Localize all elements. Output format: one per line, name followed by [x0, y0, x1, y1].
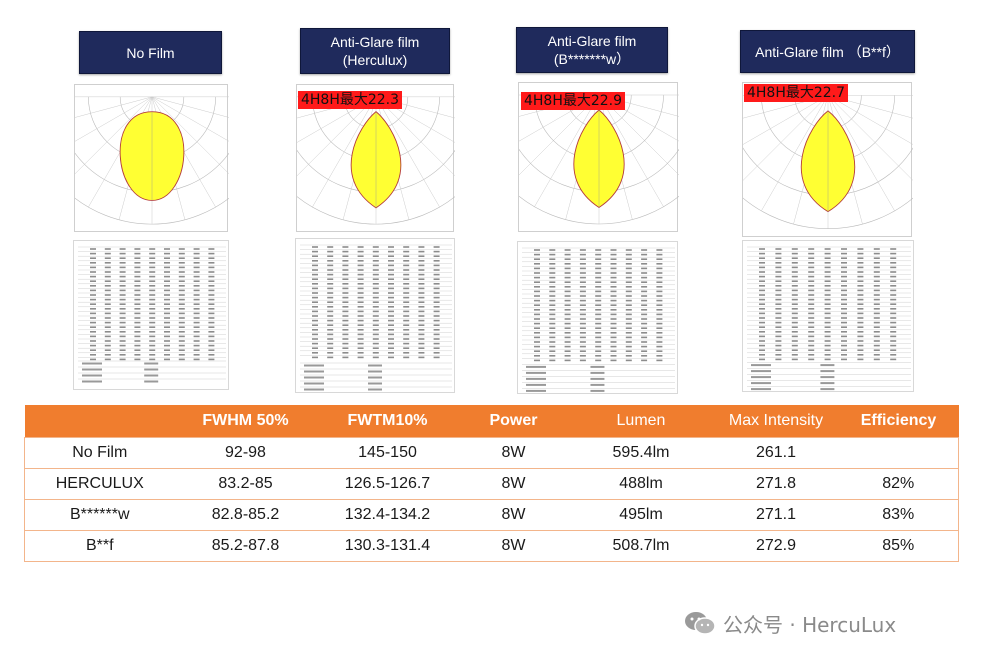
polar-diagram-no-film	[74, 84, 229, 232]
cell-lumen: 595.4lm	[568, 436, 714, 469]
column-title-herculux: Anti-Glare film (Herculux)	[300, 28, 450, 74]
cell-power: 8W	[458, 436, 569, 469]
cell-fwhm: 82.8-85.2	[174, 498, 317, 531]
cell-efficiency: 83%	[838, 498, 959, 531]
cell-fwtm: 132.4-134.2	[316, 498, 459, 531]
cell-power: 8W	[458, 498, 569, 531]
cell-lumen: 495lm	[568, 498, 714, 531]
header-power: Power	[458, 405, 569, 437]
cell-efficiency: 82%	[838, 467, 959, 500]
cell-efficiency: 85%	[838, 529, 959, 562]
cell-max-intensity: 261.1	[713, 436, 839, 469]
measurement-sheet-bw	[517, 241, 678, 394]
cell-lumen: 508.7lm	[568, 529, 714, 562]
table-row: B**f 85.2-87.8 130.3-131.4 8W 508.7lm 27…	[24, 529, 959, 562]
cell-fwhm: 92-98	[174, 436, 317, 469]
sheet-grid	[300, 244, 452, 391]
cell-max-intensity: 272.9	[713, 529, 839, 562]
header-fwhm: FWHM 50%	[174, 405, 317, 437]
sheet-grid	[522, 247, 675, 392]
bf-tag: 4H8H最大22.7	[744, 84, 849, 102]
column-title-bf: Anti-Glare film （B**f）	[740, 30, 915, 73]
cell-power: 8W	[458, 529, 569, 562]
cell-lumen: 488lm	[568, 467, 714, 500]
table-header-row: FWHM 50% FWTM10% Power Lumen Max Intensi…	[24, 405, 959, 437]
cell-fwtm: 145-150	[316, 436, 459, 469]
column-title-bw: Anti-Glare film (B*******w）	[516, 27, 668, 73]
watermark: 公众号 · HercuLux	[683, 609, 896, 637]
polar-diagram-bf	[742, 82, 913, 237]
measurement-sheet-no-film	[73, 240, 229, 390]
header-lumen: Lumen	[568, 405, 714, 437]
comparison-table: FWHM 50% FWTM10% Power Lumen Max Intensi…	[24, 405, 959, 562]
wechat-icon	[685, 612, 716, 635]
row-label: B**f	[24, 529, 175, 562]
column-title-no-film: No Film	[79, 31, 222, 74]
table-row: B******w 82.8-85.2 132.4-134.2 8W 495lm …	[24, 498, 959, 531]
cell-fwtm: 130.3-131.4	[316, 529, 459, 562]
header-fwtm: FWTM10%	[316, 405, 459, 437]
cell-fwhm: 83.2-85	[174, 467, 317, 500]
cell-max-intensity: 271.8	[713, 467, 839, 500]
table-row: No Film 92-98 145-150 8W 595.4lm 261.1	[24, 436, 959, 469]
cell-efficiency	[838, 436, 959, 469]
header-empty	[24, 405, 175, 437]
row-label: No Film	[24, 436, 175, 469]
measurement-sheet-herculux	[295, 238, 455, 393]
sheet-grid	[747, 246, 911, 391]
sheet-grid	[78, 246, 226, 383]
measurement-sheet-bf	[742, 240, 914, 392]
bw-tag: 4H8H最大22.9	[521, 92, 626, 110]
cell-fwhm: 85.2-87.8	[174, 529, 317, 562]
header-max-intensity: Max Intensity	[713, 405, 839, 437]
cell-fwtm: 126.5-126.7	[316, 467, 459, 500]
header-efficiency: Efficiency	[838, 405, 959, 437]
row-label: HERCULUX	[24, 467, 175, 500]
table-row: HERCULUX 83.2-85 126.5-126.7 8W 488lm 27…	[24, 467, 959, 500]
cell-max-intensity: 271.1	[713, 498, 839, 531]
watermark-text: 公众号 · HercuLux	[723, 612, 897, 637]
row-label: B******w	[24, 498, 175, 531]
cell-power: 8W	[458, 467, 569, 500]
herculux-tag: 4H8H最大22.3	[298, 91, 403, 109]
